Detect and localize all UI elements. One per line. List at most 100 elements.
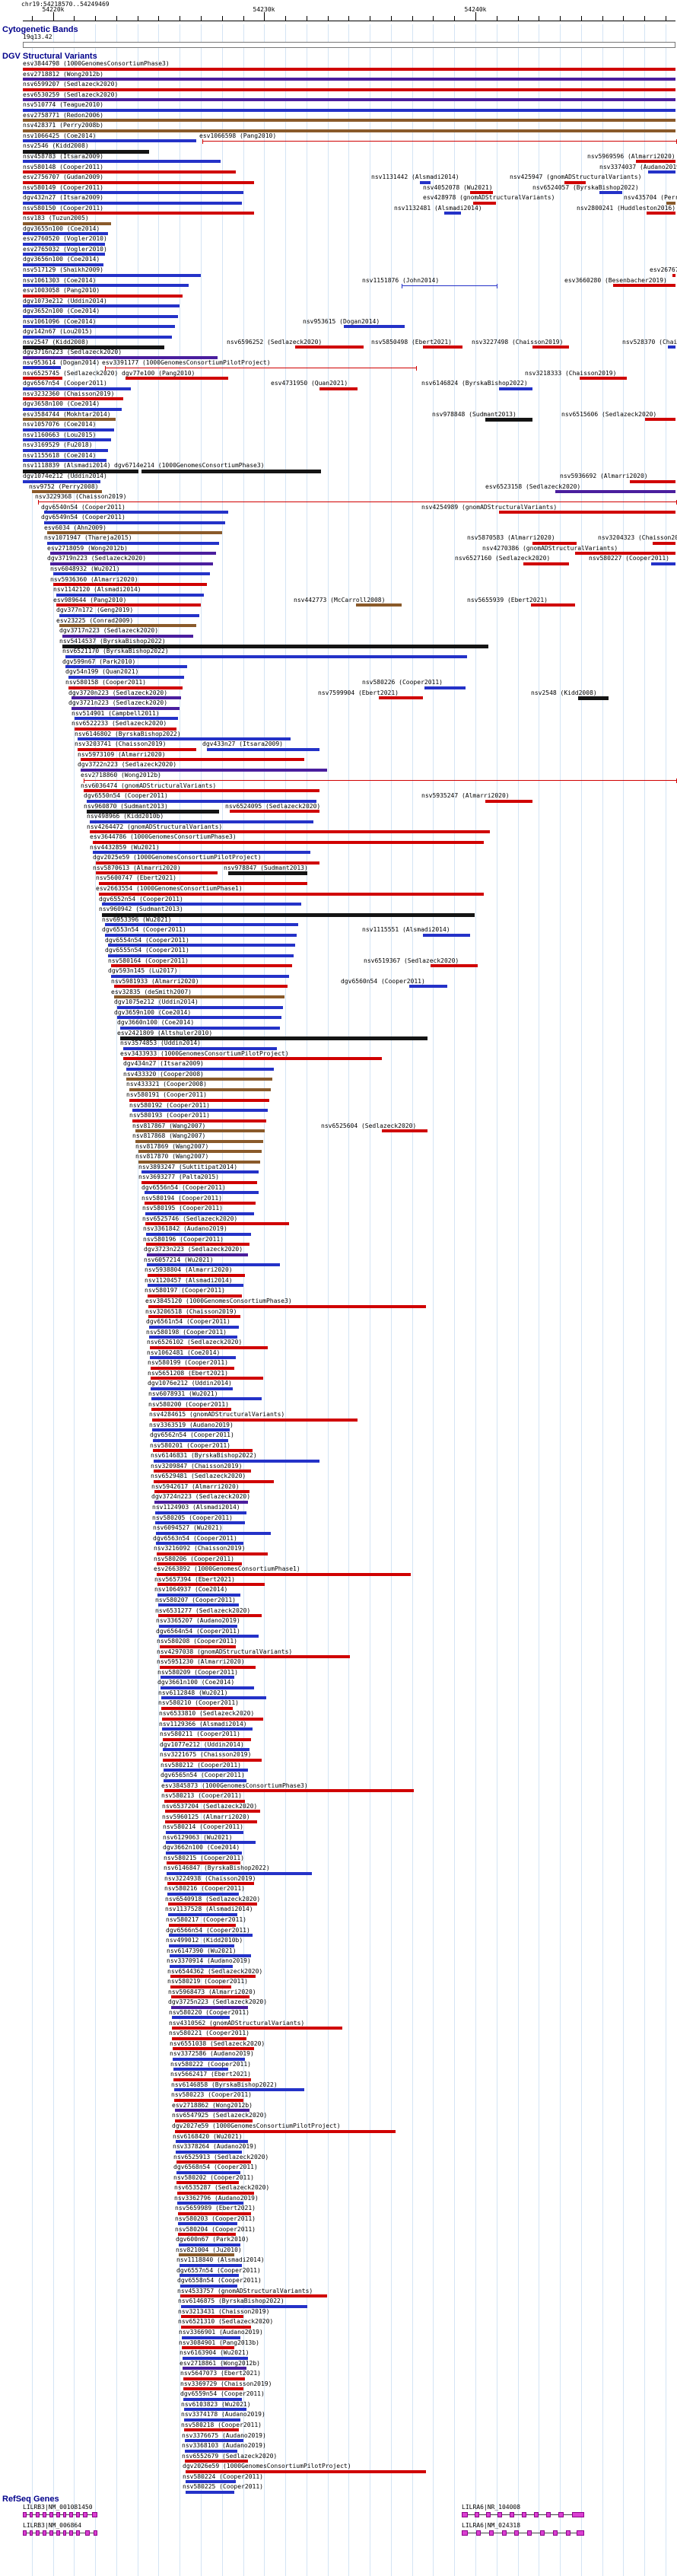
variant-bar[interactable] xyxy=(444,212,461,215)
variant-bar[interactable] xyxy=(578,696,609,701)
variant-bar[interactable] xyxy=(185,2439,243,2442)
exon[interactable] xyxy=(534,2512,539,2517)
variant-bar[interactable] xyxy=(23,418,116,422)
variant-bar[interactable] xyxy=(38,500,677,505)
variant-bar[interactable] xyxy=(173,2057,245,2061)
variant-bar[interactable] xyxy=(126,1067,274,1071)
variant-bar[interactable] xyxy=(645,418,675,422)
exon[interactable] xyxy=(475,2512,479,2517)
variant-bar[interactable] xyxy=(379,696,423,700)
variant-bar[interactable] xyxy=(178,2222,237,2226)
variant-bar[interactable] xyxy=(105,933,297,937)
variant-bar[interactable] xyxy=(159,1624,237,1628)
variant-bar[interactable] xyxy=(555,490,675,494)
variant-bar[interactable] xyxy=(169,1944,234,1947)
variant-bar[interactable] xyxy=(424,686,466,689)
variant-bar[interactable] xyxy=(23,160,221,164)
variant-bar[interactable] xyxy=(23,67,675,71)
variant-bar[interactable] xyxy=(102,912,475,917)
variant-bar[interactable] xyxy=(132,1119,266,1122)
variant-bar[interactable] xyxy=(167,1861,240,1865)
variant-bar[interactable] xyxy=(44,521,225,524)
variant-bar[interactable] xyxy=(651,562,675,565)
exon[interactable] xyxy=(49,2512,53,2517)
variant-bar[interactable] xyxy=(132,1109,268,1113)
variant-bar[interactable] xyxy=(169,1923,236,1927)
variant-bar[interactable] xyxy=(170,1975,256,1979)
variant-bar[interactable] xyxy=(150,1345,268,1349)
variant-bar[interactable] xyxy=(153,1449,253,1453)
variant-bar[interactable] xyxy=(23,139,196,143)
variant-bar[interactable] xyxy=(177,2191,254,2195)
variant-bar[interactable] xyxy=(564,180,586,184)
variant-bar[interactable] xyxy=(173,2068,228,2071)
variant-bar[interactable] xyxy=(184,2428,239,2432)
variant-bar[interactable] xyxy=(228,871,307,876)
variant-bar[interactable] xyxy=(23,366,61,370)
variant-bar[interactable] xyxy=(23,469,138,473)
exon[interactable] xyxy=(566,2530,571,2536)
exon[interactable] xyxy=(43,2530,46,2536)
variant-bar[interactable] xyxy=(23,170,236,174)
variant-bar[interactable] xyxy=(155,1521,245,1525)
variant-bar[interactable] xyxy=(23,232,108,236)
variant-bar[interactable] xyxy=(23,284,189,288)
variant-bar[interactable] xyxy=(151,1408,231,1411)
variant-bar[interactable] xyxy=(23,119,675,123)
variant-bar[interactable] xyxy=(59,624,196,628)
variant-bar[interactable] xyxy=(23,108,675,112)
variant-bar[interactable] xyxy=(185,2449,237,2453)
variant-bar[interactable] xyxy=(23,428,114,431)
variant-bar[interactable] xyxy=(158,1603,239,1607)
variant-bar[interactable] xyxy=(153,1438,228,1442)
variant-bar[interactable] xyxy=(160,1655,350,1659)
exon[interactable] xyxy=(56,2530,60,2536)
variant-bar[interactable] xyxy=(81,768,327,772)
exon[interactable] xyxy=(553,2530,558,2536)
variant-bar[interactable] xyxy=(96,871,218,875)
variant-bar[interactable] xyxy=(630,479,675,483)
variant-bar[interactable] xyxy=(120,1036,427,1041)
variant-bar[interactable] xyxy=(179,2253,234,2257)
exon[interactable] xyxy=(30,2530,33,2536)
variant-bar[interactable] xyxy=(68,675,184,679)
variant-bar[interactable] xyxy=(175,2129,396,2133)
exon[interactable] xyxy=(43,2512,46,2517)
variant-bar[interactable] xyxy=(148,1284,243,1288)
variant-bar[interactable] xyxy=(423,345,462,349)
variant-bar[interactable] xyxy=(184,2408,246,2412)
variant-bar[interactable] xyxy=(167,1882,254,1886)
variant-bar[interactable] xyxy=(23,325,175,329)
variant-bar[interactable] xyxy=(173,2047,254,2051)
variant-bar[interactable] xyxy=(230,810,319,814)
variant-bar[interactable] xyxy=(202,139,677,144)
variant-bar[interactable] xyxy=(47,531,222,535)
variant-bar[interactable] xyxy=(81,758,304,762)
exon[interactable] xyxy=(546,2512,551,2517)
variant-bar[interactable] xyxy=(151,1377,263,1380)
variant-bar[interactable] xyxy=(87,799,316,803)
variant-bar[interactable] xyxy=(23,221,111,225)
variant-bar[interactable] xyxy=(141,1170,259,1174)
variant-bar[interactable] xyxy=(123,1057,382,1061)
variant-bar[interactable] xyxy=(181,2304,307,2308)
variant-bar[interactable] xyxy=(166,1841,256,1845)
variant-bar[interactable] xyxy=(65,665,187,669)
variant-bar[interactable] xyxy=(53,583,207,586)
variant-bar[interactable] xyxy=(23,355,218,359)
variant-bar[interactable] xyxy=(172,2016,230,2020)
exon[interactable] xyxy=(36,2530,40,2536)
variant-bar[interactable] xyxy=(161,1706,233,1710)
variant-bar[interactable] xyxy=(613,284,675,288)
exon[interactable] xyxy=(92,2512,97,2517)
variant-bar[interactable] xyxy=(157,1593,240,1597)
variant-bar[interactable] xyxy=(47,541,219,545)
variant-bar[interactable] xyxy=(532,345,569,349)
variant-bar[interactable] xyxy=(166,1830,243,1834)
variant-bar[interactable] xyxy=(170,1985,231,1989)
variant-bar[interactable] xyxy=(523,562,569,565)
variant-bar[interactable] xyxy=(96,861,319,865)
variant-bar[interactable] xyxy=(156,1542,243,1546)
variant-bar[interactable] xyxy=(161,1696,266,1700)
variant-bar[interactable] xyxy=(154,1459,319,1463)
